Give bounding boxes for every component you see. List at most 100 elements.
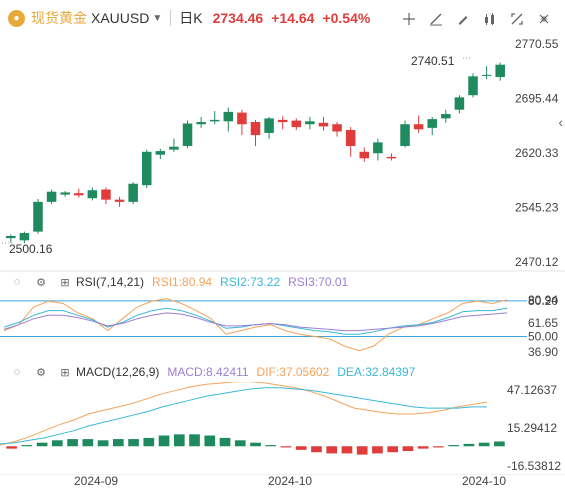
candle-body[interactable]	[141, 151, 152, 186]
collapse-panel-icon[interactable]: ‹	[558, 114, 563, 130]
macd-value: MACD:8.42411	[167, 365, 249, 379]
macd-histogram-bar	[52, 440, 63, 447]
candle-body[interactable]	[169, 146, 179, 150]
low-annotation: 2500.16	[9, 242, 53, 256]
candle-body[interactable]	[196, 122, 206, 125]
fullscreen-icon[interactable]	[503, 10, 530, 28]
macd-histogram-bar	[250, 442, 261, 447]
candle-body[interactable]	[264, 118, 274, 133]
macd-label[interactable]: MACD(12,26,9)	[76, 365, 160, 379]
macd-axis-label: -16.53812	[507, 459, 561, 473]
macd-histogram-bar	[448, 445, 459, 447]
rsi2-line	[3, 307, 508, 335]
gear-icon[interactable]: ⚙	[36, 276, 46, 289]
date-axis-label: 2024-09	[74, 474, 118, 488]
eye-icon[interactable]: ◌	[13, 366, 21, 378]
price-change: +14.64	[271, 10, 315, 26]
candle-body[interactable]	[60, 192, 70, 195]
candle-body[interactable]	[454, 97, 465, 110]
price-axis-label: 2470.12	[515, 255, 559, 269]
candle-body[interactable]	[46, 191, 57, 202]
macd-histogram-bar	[463, 443, 475, 447]
instrument-name[interactable]: 现货黄金	[31, 10, 87, 26]
pen-icon[interactable]	[449, 10, 476, 28]
candle-body[interactable]	[277, 119, 288, 123]
candle-body[interactable]	[250, 122, 261, 136]
candle-body[interactable]	[128, 183, 138, 202]
indicator-icon[interactable]	[476, 10, 503, 28]
macd-histogram-bar	[311, 446, 322, 453]
macd-histogram-bar	[112, 439, 124, 447]
draw-line-icon[interactable]	[422, 10, 449, 28]
dif-line	[0, 382, 488, 446]
candle-body[interactable]	[101, 189, 111, 200]
instrument-symbol[interactable]: XAUUSD	[91, 10, 150, 26]
macd-histogram-bar	[6, 446, 17, 449]
candle-body[interactable]	[468, 76, 478, 96]
candle-body[interactable]	[332, 124, 342, 132]
macd-histogram-bar	[219, 437, 231, 447]
macd-histogram-bar	[189, 434, 200, 447]
macd-histogram-bar	[36, 442, 48, 447]
candle-body[interactable]	[427, 119, 437, 128]
dea-value: DEA:32.84397	[337, 365, 416, 379]
price-change-percent: +0.54%	[322, 10, 371, 26]
candle-body[interactable]	[441, 114, 451, 119]
high-annotation: 2740.51	[411, 54, 455, 68]
macd-histogram-bar	[433, 446, 444, 448]
candle-body[interactable]	[413, 124, 424, 130]
candle-body[interactable]	[386, 156, 397, 159]
macd-histogram-bar	[387, 446, 399, 453]
price-axis-label: 2545.23	[515, 200, 559, 214]
candle-body[interactable]	[359, 151, 370, 159]
candle-body[interactable]	[373, 142, 383, 154]
price-axis-label: 2770.55	[515, 37, 559, 51]
macd-chart[interactable]: 47.12637 15.29412 -16.53812	[0, 382, 565, 474]
macd-histogram-bar	[494, 441, 505, 447]
eye-icon[interactable]: ◌	[13, 276, 21, 288]
settings-icon[interactable]	[530, 10, 557, 28]
rsi1-line	[3, 298, 508, 352]
candle-body[interactable]	[19, 233, 30, 241]
macd-histogram-bar	[21, 445, 33, 447]
chevron-down-icon[interactable]: ▼	[152, 12, 163, 24]
last-price: 2734.46	[212, 10, 264, 26]
candle-body[interactable]	[345, 130, 356, 146]
date-axis-label: 2024-10	[268, 474, 312, 488]
candle-body[interactable]	[182, 123, 193, 146]
indicator-select-icon[interactable]: ⊞	[60, 366, 70, 379]
candle-body[interactable]	[223, 111, 234, 122]
candle-body[interactable]	[114, 199, 125, 202]
gold-coin-icon: ●	[8, 9, 25, 27]
macd-histogram-bar	[417, 446, 429, 449]
candle-body[interactable]	[305, 121, 315, 125]
period-selector[interactable]: 日K	[179, 10, 203, 26]
candle-body[interactable]	[209, 119, 220, 122]
macd-histogram-bar	[478, 442, 490, 447]
candle-body[interactable]	[481, 74, 492, 76]
macd-histogram-bar	[234, 440, 246, 447]
crosshair-icon[interactable]	[395, 10, 422, 28]
macd-histogram-bar	[265, 445, 277, 447]
candle-body[interactable]	[291, 120, 302, 128]
indicator-select-icon[interactable]: ⊞	[60, 276, 70, 289]
macd-legend: ◌ ⚙ ⊞ MACD(12,26,9) MACD:8.42411 DIF:37.…	[0, 363, 416, 381]
candle-body[interactable]	[33, 201, 43, 232]
candlestick-chart[interactable]: 2770.55 2695.44 2620.33 2545.23 2470.12 2740…	[0, 36, 565, 272]
candle-body[interactable]	[400, 124, 410, 146]
rsi1-value: RSI1:80.94	[152, 275, 213, 289]
chart-header: ● 现货黄金 XAUUSD ▼ 日K 2734.46 +14.64 +0.54%	[0, 0, 565, 36]
rsi-label[interactable]: RSI(7,14,21)	[76, 275, 145, 289]
candle-body[interactable]	[155, 151, 166, 155]
candle-body[interactable]	[6, 235, 16, 239]
gear-icon[interactable]: ⚙	[36, 366, 46, 379]
candle-body[interactable]	[74, 193, 84, 196]
candle-body[interactable]	[495, 64, 505, 78]
x-axis: 2024-09 2024-10 2024-10	[0, 474, 565, 488]
candle-body[interactable]	[318, 122, 329, 127]
macd-axis-label: 47.12637	[507, 383, 557, 397]
price-axis-label: 2620.33	[515, 146, 559, 160]
candle-body[interactable]	[237, 112, 247, 125]
candle-body[interactable]	[87, 190, 98, 199]
